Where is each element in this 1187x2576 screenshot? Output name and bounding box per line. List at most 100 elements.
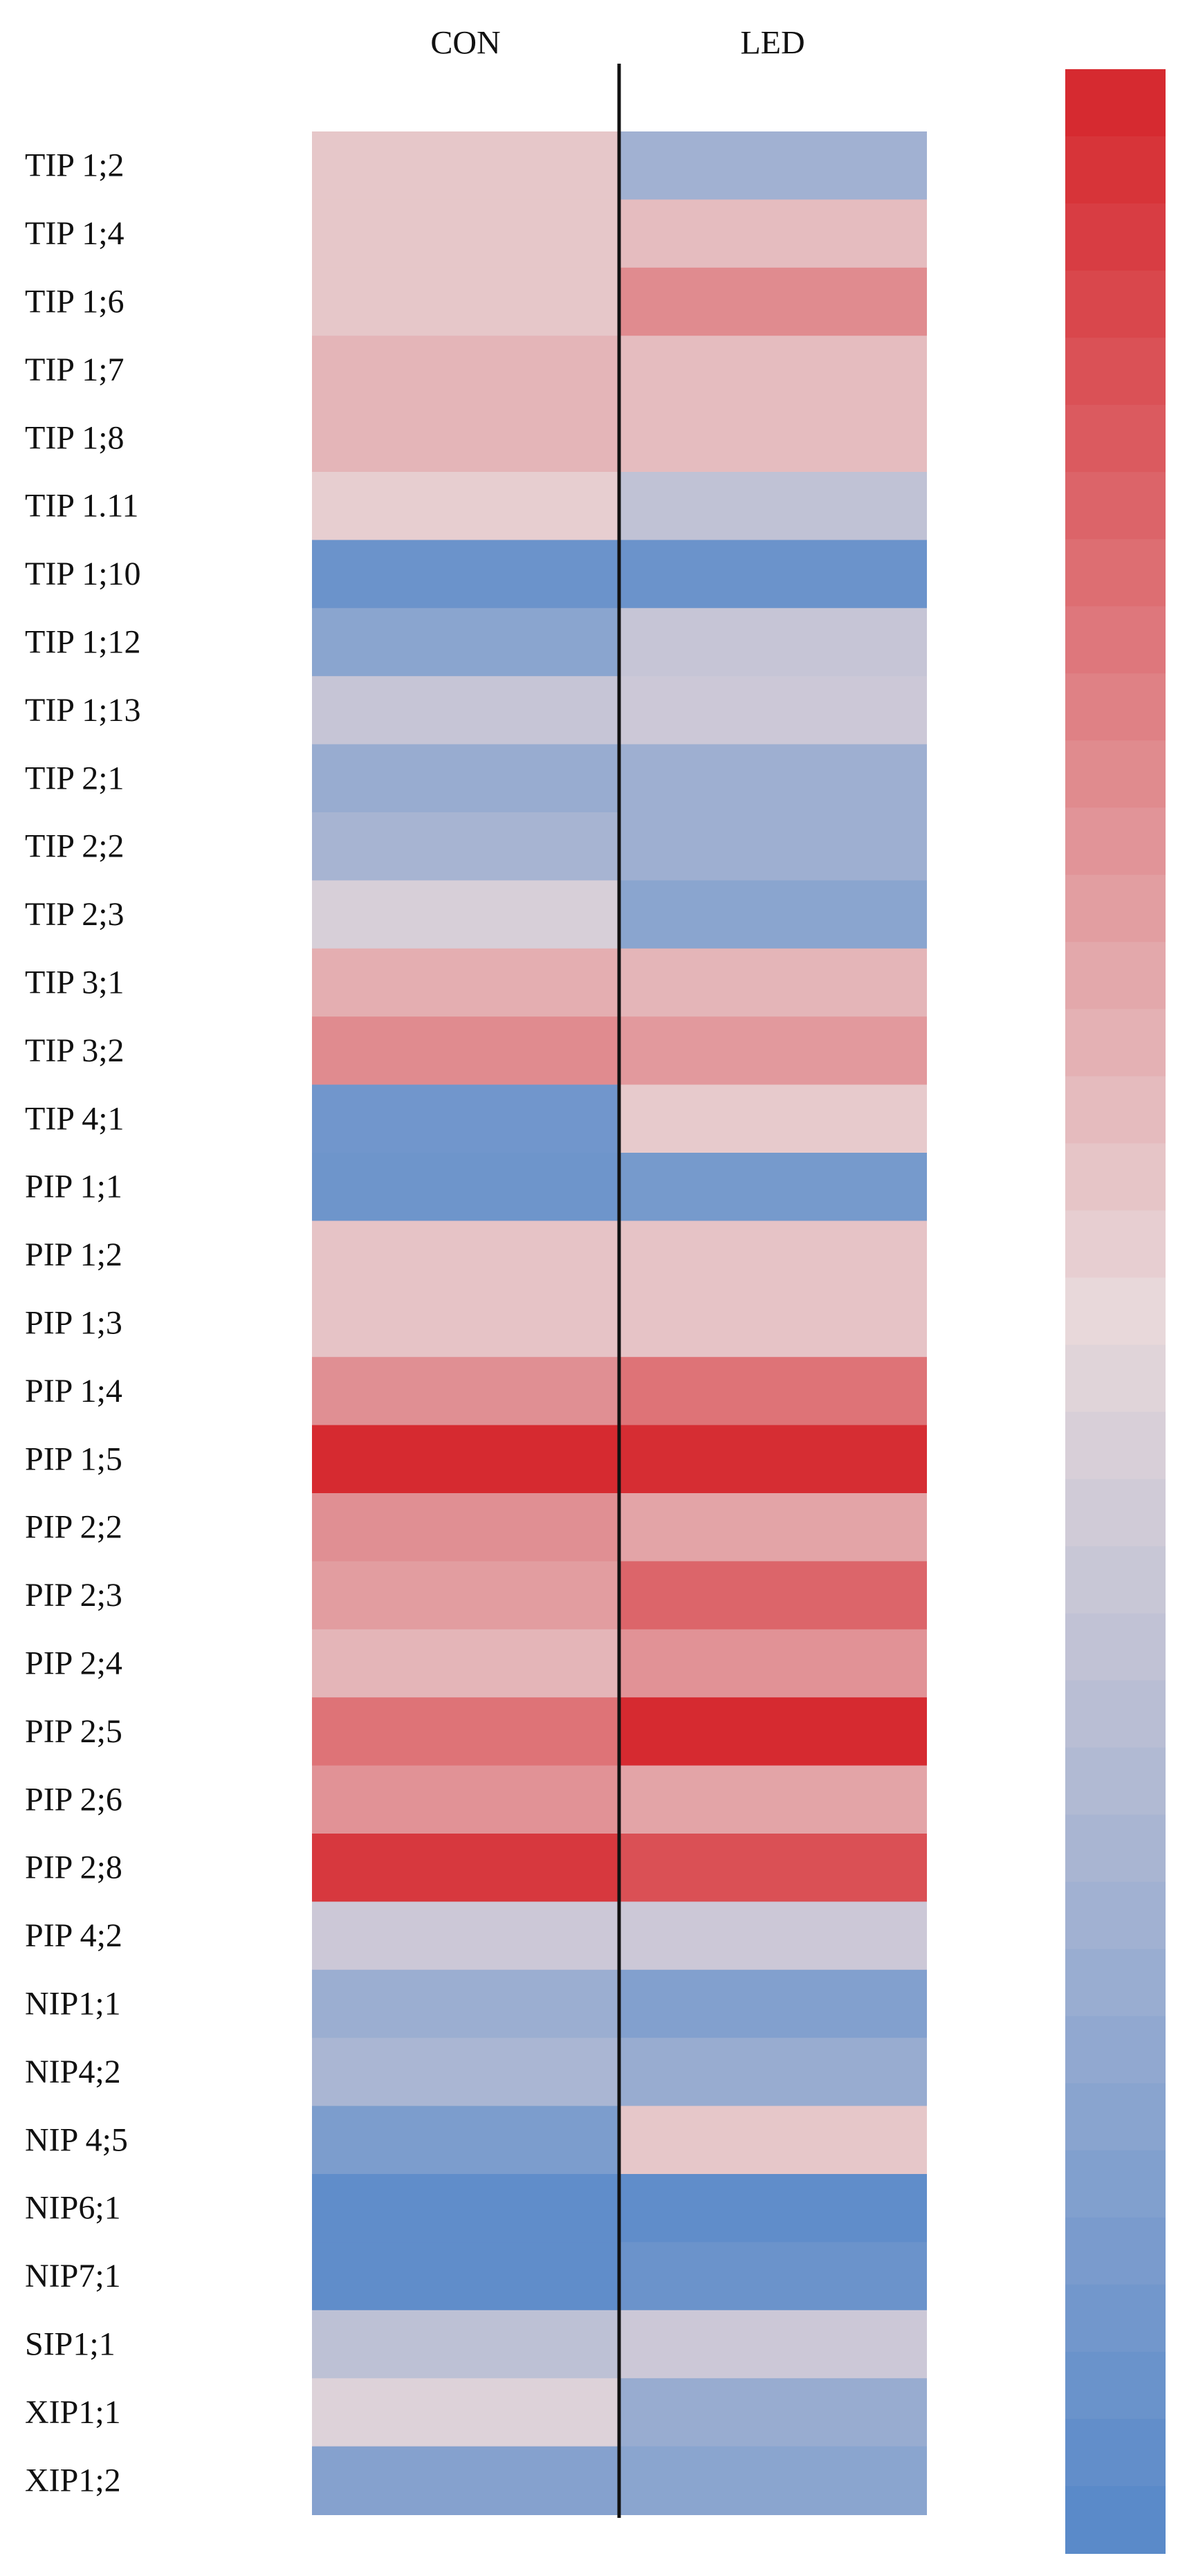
- row-label: TIP 1.11: [25, 488, 138, 524]
- heatmap-cell: [619, 1765, 927, 1834]
- color-scale-step: [1065, 1277, 1166, 1346]
- row-label: PIP 2;8: [25, 1849, 122, 1886]
- column-labels: CON LED: [430, 25, 804, 62]
- color-scale-step: [1065, 1344, 1166, 1413]
- heatmap-cell: [312, 1629, 620, 1699]
- heatmap-cell: [312, 403, 620, 473]
- row-label: TIP 1;2: [25, 147, 125, 184]
- heatmap-cell: [619, 472, 927, 541]
- heatmap-cell: [312, 540, 620, 609]
- heatmap-cell: [619, 1629, 927, 1699]
- column-label: LED: [740, 25, 804, 62]
- heatmap-cell: [312, 2446, 620, 2515]
- heatmap-cell: [312, 336, 620, 405]
- color-scale-step: [1065, 1814, 1166, 1883]
- row-label: NIP4;2: [25, 2054, 121, 2090]
- color-scale-step: [1065, 1210, 1166, 1279]
- row-label: TIP 2;3: [25, 896, 125, 933]
- column-label: CON: [430, 25, 500, 62]
- heatmap-cell: [619, 2310, 927, 2379]
- heatmap-cell: [619, 1697, 927, 1766]
- color-scale-step: [1065, 2016, 1166, 2084]
- heatmap-cell: [312, 1153, 620, 1222]
- row-label: PIP 1;5: [25, 1441, 122, 1477]
- heatmap-cell: [312, 1425, 620, 1494]
- color-scale-step: [1065, 136, 1166, 205]
- row-label: TIP 3;2: [25, 1032, 125, 1069]
- heatmap-cell: [312, 2378, 620, 2447]
- color-scale-step: [1065, 673, 1166, 742]
- row-labels: TIP 1;2 TIP 1;4 TIP 1;6 TIP 1;7 TIP 1;8 TIP 1…: [25, 147, 141, 2499]
- heatmap-cell: [312, 812, 620, 881]
- color-scale-step: [1065, 69, 1166, 138]
- heatmap-cell: [619, 267, 927, 337]
- heatmap-cell: [619, 676, 927, 745]
- color-scale-step: [1065, 1009, 1166, 1077]
- heatmap-cell: [312, 199, 620, 268]
- row-label: PIP 1;2: [25, 1236, 122, 1273]
- heatmap-cell: [619, 131, 927, 201]
- heatmap-cell: [312, 1016, 620, 1086]
- color-scale-step: [1065, 1076, 1166, 1144]
- row-label: PIP 1;4: [25, 1373, 122, 1409]
- heatmap-cell: [312, 744, 620, 813]
- heatmap-cell: [619, 1834, 927, 1903]
- row-label: XIP1;1: [25, 2394, 121, 2431]
- color-scale-step: [1065, 1479, 1166, 1547]
- heatmap-cell: [619, 1016, 927, 1086]
- row-label: NIP 4;5: [25, 2121, 128, 2158]
- heatmap-cell: [312, 880, 620, 949]
- heatmap-cell: [312, 1493, 620, 1562]
- row-label: TIP 2;1: [25, 760, 125, 796]
- color-scale-bar: [1065, 69, 1166, 2554]
- heatmap-cell: [619, 948, 927, 1018]
- color-scale-step: [1065, 2351, 1166, 2420]
- color-scale-step: [1065, 2217, 1166, 2285]
- heatmap-cell: [312, 608, 620, 677]
- heatmap-cell: [312, 1357, 620, 1426]
- color-scale-step: [1065, 1747, 1166, 1816]
- color-scale-step: [1065, 2284, 1166, 2353]
- heatmap-cell: [619, 540, 927, 609]
- color-scale-step: [1065, 1412, 1166, 1480]
- heatmap-cell: [619, 1493, 927, 1562]
- heatmap-cell: [619, 336, 927, 405]
- row-label: PIP 2;4: [25, 1645, 122, 1682]
- heatmap-cell: [312, 948, 620, 1018]
- row-label: PIP 1;1: [25, 1169, 122, 1205]
- row-label: TIP 4;1: [25, 1100, 125, 1137]
- heatmap-cell: [312, 1901, 620, 1971]
- color-scale-step: [1065, 875, 1166, 943]
- row-label: TIP 1;4: [25, 215, 125, 252]
- row-label: PIP 4;2: [25, 1917, 122, 1954]
- color-scale-step: [1065, 2083, 1166, 2151]
- row-label: PIP 2;2: [25, 1509, 122, 1546]
- row-label: TIP 1;13: [25, 692, 141, 729]
- heatmap-cell: [312, 267, 620, 337]
- color-scale-step: [1065, 539, 1166, 608]
- heatmap-cell: [619, 1288, 927, 1358]
- row-label: PIP 1;3: [25, 1305, 122, 1342]
- heatmap-cell: [619, 2105, 927, 2175]
- heatmap-cell: [619, 2446, 927, 2515]
- heatmap-cell: [619, 1969, 927, 2039]
- heatmap-cell: [619, 2242, 927, 2311]
- row-label: TIP 2;2: [25, 828, 125, 865]
- color-scale-step: [1065, 2485, 1166, 2554]
- heatmap-cell: [312, 472, 620, 541]
- heatmap-cell: [312, 131, 620, 201]
- heatmap-cell: [619, 1357, 927, 1426]
- row-label: TIP 1;6: [25, 284, 125, 320]
- color-scale-step: [1065, 807, 1166, 876]
- row-label: NIP1;1: [25, 1986, 121, 2022]
- color-scale-step: [1065, 338, 1166, 406]
- color-scale-step: [1065, 405, 1166, 473]
- color-scale-step: [1065, 1143, 1166, 1212]
- heatmap-cell: [312, 1765, 620, 1834]
- row-label: NIP6;1: [25, 2190, 121, 2227]
- heatmap-cell: [312, 1221, 620, 1290]
- heatmap-cell: [619, 403, 927, 473]
- heatmap-cell: [312, 2310, 620, 2379]
- heatmap-cell: [619, 1901, 927, 1971]
